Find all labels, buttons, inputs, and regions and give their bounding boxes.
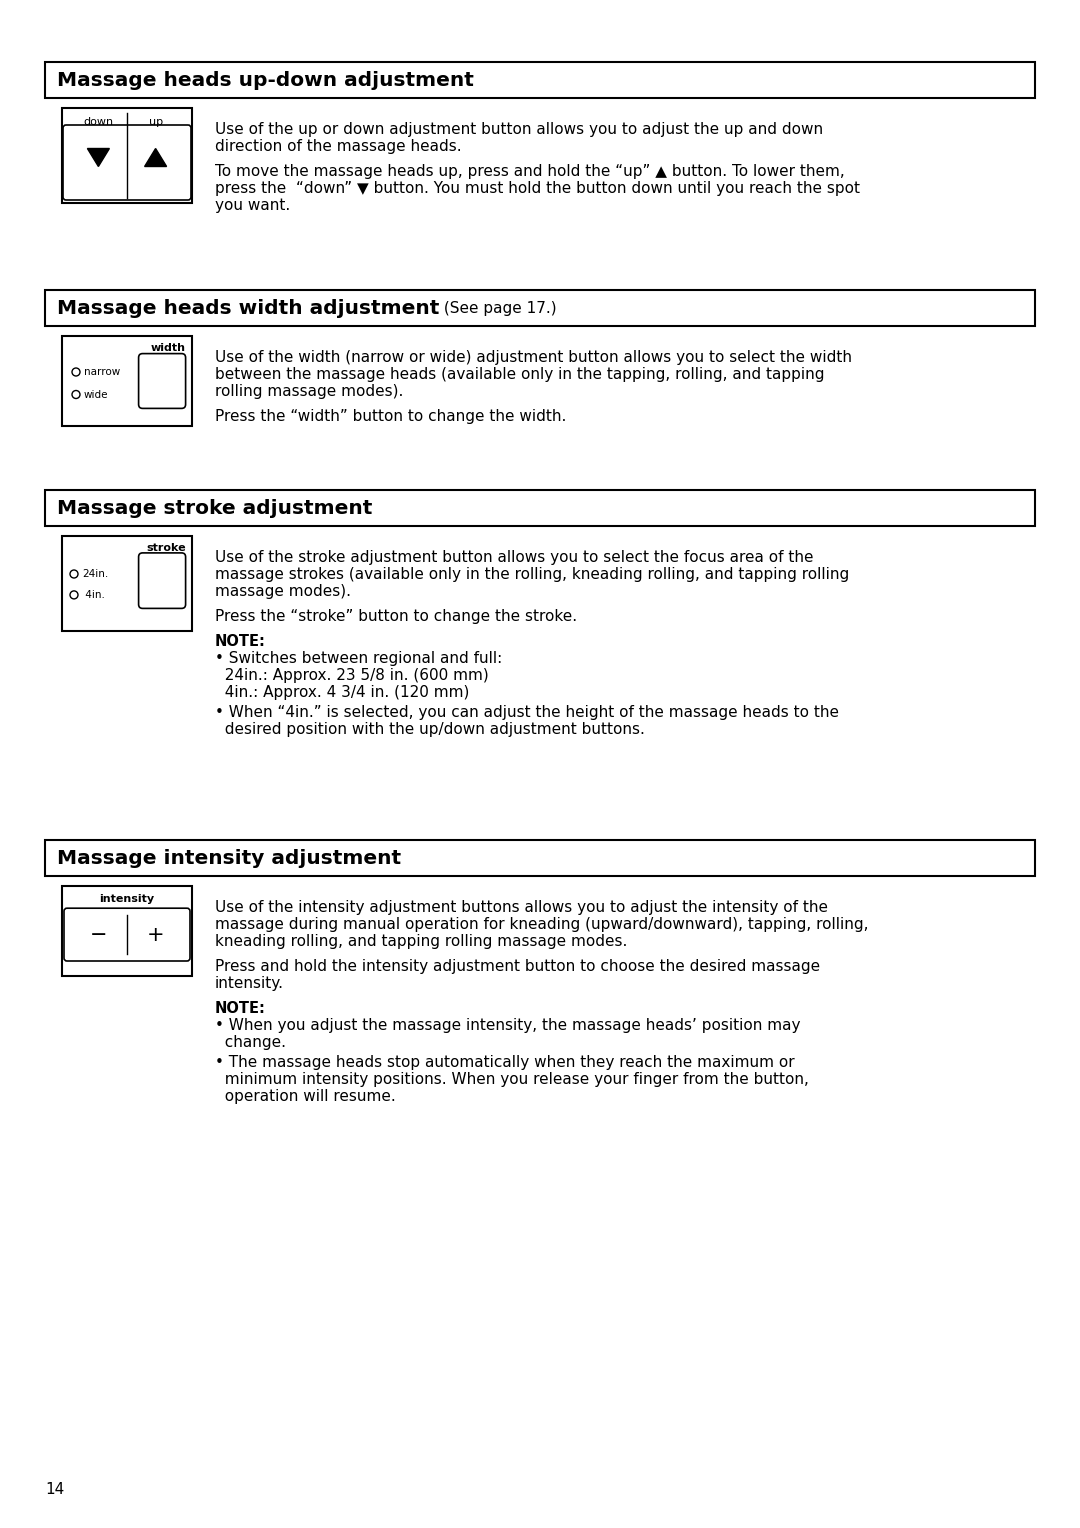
Text: rolling massage modes).: rolling massage modes). <box>215 384 403 399</box>
Text: (See page 17.): (See page 17.) <box>440 301 557 315</box>
Text: To move the massage heads up, press and hold the “up” ▲ button. To lower them,: To move the massage heads up, press and … <box>215 163 845 179</box>
Text: massage modes).: massage modes). <box>215 584 351 599</box>
Text: change.: change. <box>215 1034 286 1050</box>
Text: Press and hold the intensity adjustment button to choose the desired massage: Press and hold the intensity adjustment … <box>215 960 820 973</box>
Text: • The massage heads stop automatically when they reach the maximum or: • The massage heads stop automatically w… <box>215 1054 795 1070</box>
Bar <box>45 290 1035 325</box>
Text: Massage intensity adjustment: Massage intensity adjustment <box>57 848 401 868</box>
Text: desired position with the up/down adjustment buttons.: desired position with the up/down adjust… <box>215 723 645 736</box>
Bar <box>62 886 192 976</box>
Text: wide: wide <box>84 390 108 399</box>
Text: between the massage heads (available only in the tapping, rolling, and tapping: between the massage heads (available onl… <box>215 367 824 382</box>
Text: −: − <box>90 924 107 944</box>
Text: massage strokes (available only in the rolling, kneading rolling, and tapping ro: massage strokes (available only in the r… <box>215 567 849 582</box>
Polygon shape <box>145 148 166 167</box>
Text: Massage stroke adjustment: Massage stroke adjustment <box>57 498 373 518</box>
Text: kneading rolling, and tapping rolling massage modes.: kneading rolling, and tapping rolling ma… <box>215 934 627 949</box>
Text: down: down <box>83 118 113 127</box>
Text: Use of the stroke adjustment button allows you to select the focus area of the: Use of the stroke adjustment button allo… <box>215 550 813 565</box>
Text: operation will resume.: operation will resume. <box>215 1089 395 1105</box>
Text: Use of the up or down adjustment button allows you to adjust the up and down: Use of the up or down adjustment button … <box>215 122 823 138</box>
Bar <box>45 490 1035 526</box>
Polygon shape <box>87 148 109 167</box>
Bar <box>45 63 1035 98</box>
Text: press the  “down” ▼ button. You must hold the button down until you reach the sp: press the “down” ▼ button. You must hold… <box>215 180 860 196</box>
Text: NOTE:: NOTE: <box>215 1001 266 1016</box>
Text: narrow: narrow <box>84 367 120 377</box>
Text: NOTE:: NOTE: <box>215 634 266 649</box>
Text: Massage heads width adjustment: Massage heads width adjustment <box>57 298 440 318</box>
Text: width: width <box>151 342 186 353</box>
Text: 4in.: 4in. <box>82 590 105 601</box>
Text: Use of the width (narrow or wide) adjustment button allows you to select the wid: Use of the width (narrow or wide) adjust… <box>215 350 852 365</box>
Bar <box>62 536 192 631</box>
Text: 4in.: Approx. 4 3/4 in. (120 mm): 4in.: Approx. 4 3/4 in. (120 mm) <box>215 685 470 700</box>
Text: Press the “width” button to change the width.: Press the “width” button to change the w… <box>215 410 566 423</box>
Bar <box>62 108 192 203</box>
Text: direction of the massage heads.: direction of the massage heads. <box>215 139 461 154</box>
Text: you want.: you want. <box>215 199 291 212</box>
Text: Press the “stroke” button to change the stroke.: Press the “stroke” button to change the … <box>215 610 577 623</box>
Text: intensity.: intensity. <box>215 976 284 992</box>
Text: up: up <box>149 118 163 127</box>
Text: 14: 14 <box>45 1482 64 1497</box>
Text: +: + <box>147 924 164 944</box>
Text: • When you adjust the massage intensity, the massage heads’ position may: • When you adjust the massage intensity,… <box>215 1018 800 1033</box>
Text: intensity: intensity <box>99 894 154 905</box>
Bar <box>62 336 192 426</box>
Text: massage during manual operation for kneading (upward/downward), tapping, rolling: massage during manual operation for knea… <box>215 917 868 932</box>
Text: • Switches between regional and full:: • Switches between regional and full: <box>215 651 502 666</box>
Text: 24in.: 24in. <box>82 568 108 579</box>
Bar <box>45 840 1035 876</box>
Text: minimum intensity positions. When you release your finger from the button,: minimum intensity positions. When you re… <box>215 1073 809 1086</box>
Text: stroke: stroke <box>147 542 186 553</box>
Text: Massage heads up-down adjustment: Massage heads up-down adjustment <box>57 70 474 90</box>
Text: Use of the intensity adjustment buttons allows you to adjust the intensity of th: Use of the intensity adjustment buttons … <box>215 900 828 915</box>
Text: 24in.: Approx. 23 5/8 in. (600 mm): 24in.: Approx. 23 5/8 in. (600 mm) <box>215 668 489 683</box>
Text: • When “4in.” is selected, you can adjust the height of the massage heads to the: • When “4in.” is selected, you can adjus… <box>215 704 839 720</box>
